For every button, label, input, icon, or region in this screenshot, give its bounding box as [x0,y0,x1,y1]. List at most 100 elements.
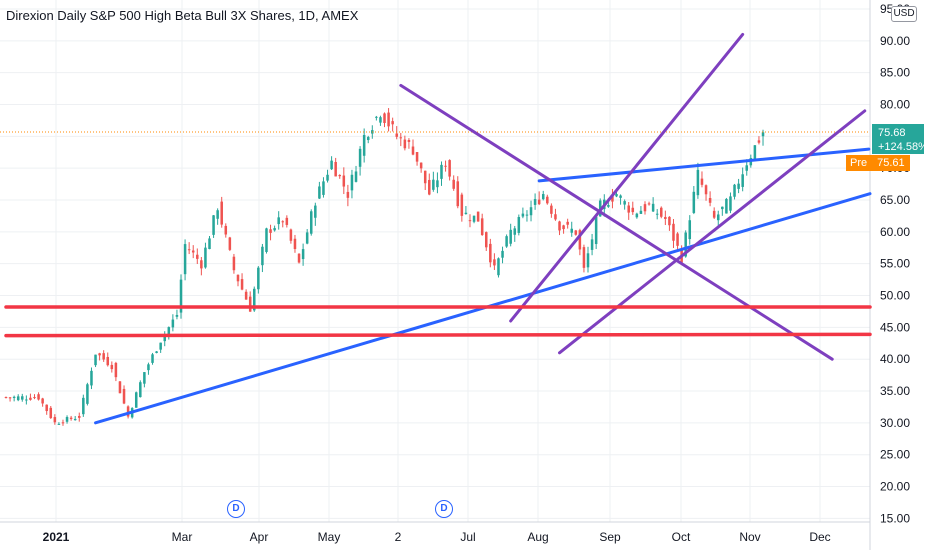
candle-body [171,319,175,328]
candle-body [708,198,712,203]
premarket-tag: Pre 75.61 [846,155,910,171]
candle-body [196,254,199,259]
trendline-purple[interactable] [399,83,834,361]
candle-body [472,215,476,222]
candle-body [77,415,81,418]
candle-body [350,174,354,191]
candle-body [383,113,386,124]
candle-body [57,423,61,425]
candle-body [204,247,207,268]
candle-body [330,160,333,170]
candle-body [53,417,57,423]
candle-body [179,279,183,313]
candle-body [224,225,228,235]
candle-body [61,422,65,424]
candle-body [533,199,537,205]
candle-body [623,201,626,205]
candle-body [8,397,12,399]
y-tick-label: 15.00 [880,511,910,525]
candle-body [704,185,708,195]
candle-body [497,258,500,276]
y-tick-label: 45.00 [880,320,910,334]
candle-body [456,181,460,207]
candle-body [537,199,541,205]
candle-body [90,370,93,386]
last-price-tag: 75.68 +124.58% [872,124,928,154]
y-tick-label: 65.00 [880,193,910,207]
candle-body [513,228,517,235]
candle-body [550,205,553,214]
candle-body [578,230,582,250]
candle-body [318,186,321,199]
candle-body [21,396,24,400]
candle-body [395,133,398,137]
candle-body [16,396,20,401]
candle-body [733,184,736,197]
candle-body [440,164,443,179]
trendline-blue[interactable] [537,147,871,183]
candle-body [480,218,484,235]
candle-body [484,232,488,248]
candle-body [212,215,215,235]
candle-body [375,116,378,118]
candle-body [627,205,630,213]
candle-body [126,406,130,417]
x-tick-label: Dec [809,530,830,544]
candle-body [326,174,329,181]
dividend-badge-1[interactable]: D [227,500,245,518]
candle-body [342,175,346,187]
y-tick-label: 25.00 [880,448,910,462]
candle-body [110,364,114,370]
candle-body [82,397,85,415]
y-tick-label: 90.00 [880,34,910,48]
currency-button[interactable]: USD [891,6,917,22]
x-tick-label: Aug [527,530,548,544]
trendline-red[interactable] [4,332,872,338]
candle-body [725,198,728,214]
x-tick-label: Mar [172,530,193,544]
candle-body [753,145,757,160]
candle-body [574,230,578,235]
candle-body [358,148,362,167]
x-tick-label: 2021 [43,530,70,544]
candle-body [391,121,394,125]
candle-body [452,179,455,189]
candle-body [647,203,651,205]
x-tick-label: Sep [599,530,621,544]
candle-body [729,196,732,211]
candle-body [49,407,53,419]
trendline-purple[interactable] [558,109,867,355]
candle-body [167,327,171,335]
candle-body [521,213,525,217]
x-tick-label: Nov [739,530,760,544]
y-tick-label: 30.00 [880,416,910,430]
candle-body [403,139,407,149]
candle-body [448,160,451,177]
y-tick-label: 85.00 [880,66,910,80]
candle-body [269,229,272,233]
candle-body [716,214,720,221]
premarket-value: 75.61 [877,157,905,169]
x-tick-label: Apr [250,530,269,544]
candle-body [232,256,236,271]
candle-body [757,140,761,143]
dividend-badge-2[interactable]: D [435,500,453,518]
trendline-purple[interactable] [509,32,745,323]
candle-body [660,207,663,217]
candle-body [94,354,97,366]
candle-body [554,214,557,220]
x-tick-label: May [318,530,341,544]
x-tick-label: 2 [395,530,402,544]
candle-body [122,388,126,404]
candle-body [419,162,423,169]
candle-body [301,249,305,260]
candle-body [387,112,390,127]
candle-body [281,221,285,223]
candle-body [322,181,325,195]
candle-body [590,239,594,250]
candle-body [220,201,223,225]
candle-body [509,229,512,244]
y-tick-label: 20.00 [880,480,910,494]
